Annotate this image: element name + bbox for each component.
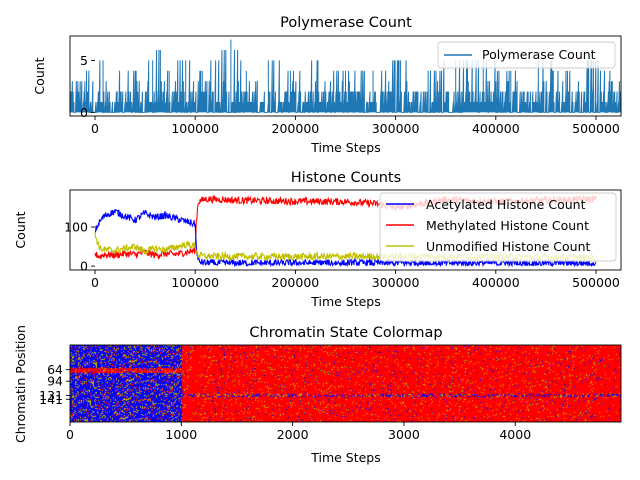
x-tick-label: 300000 xyxy=(372,121,420,136)
legend-label-methylated: Methylated Histone Count xyxy=(426,218,589,233)
chart-title: Chromatin State Colormap xyxy=(249,325,442,341)
x-axis-label: Time Steps xyxy=(310,140,381,155)
x-tick-label: 100000 xyxy=(171,275,219,290)
y-axis: 0 100 xyxy=(64,220,95,274)
legend-box xyxy=(437,41,616,69)
x-tick-label: 0 xyxy=(66,427,74,442)
y-tick-label: 100 xyxy=(64,220,88,235)
histone-chart: Histone Counts 0 100000 200000 300000 400000… xyxy=(13,170,622,309)
y-axis-label: Chromatin Position xyxy=(13,325,28,443)
x-tick-label: 4000 xyxy=(499,427,531,442)
series-line-polymerase xyxy=(69,39,622,113)
legend-label-unmodified: Unmodified Histone Count xyxy=(426,239,591,254)
y-axis-label: Count xyxy=(13,211,28,248)
x-tick-label: 400000 xyxy=(472,275,520,290)
y-tick-label: 0 xyxy=(80,259,88,274)
legend: Polymerase Count xyxy=(437,41,616,69)
plot-frame xyxy=(69,35,622,117)
heatmap-area xyxy=(70,345,621,422)
y-axis: 05 xyxy=(80,53,95,120)
x-axis-label: Time Steps xyxy=(310,294,381,309)
x-tick-label: 200000 xyxy=(272,121,320,136)
x-tick-label: 100000 xyxy=(171,121,219,136)
legend: Acetylated Histone Count Methylated Hist… xyxy=(379,192,617,262)
x-tick-label: 500000 xyxy=(572,275,620,290)
plot-frame xyxy=(69,344,622,423)
x-tick-label: 400000 xyxy=(472,121,520,136)
y-tick-label: 94 xyxy=(47,374,63,389)
x-axis-label: Time Steps xyxy=(310,450,381,465)
y-tick-label: 141 xyxy=(39,392,63,407)
polymerase-chart: Polymerase Count 0 100000 200000 300000 4000… xyxy=(32,15,622,155)
chromatin-colormap: Chromatin State Colormap 0 1000 2000 3000 40… xyxy=(13,325,622,465)
y-tick-label: 131 xyxy=(39,388,63,403)
chart-title: Polymerase Count xyxy=(280,15,412,31)
plot-frame xyxy=(69,189,622,271)
y-tick-label: 5 xyxy=(80,53,88,68)
x-tick-label: 2000 xyxy=(277,427,309,442)
x-tick-label: 3000 xyxy=(388,427,420,442)
plot-area xyxy=(69,39,622,113)
legend-label: Polymerase Count xyxy=(482,47,596,62)
legend-box xyxy=(379,192,617,262)
y-axis-label: Count xyxy=(32,57,47,94)
y-tick-label: 0 xyxy=(80,105,88,120)
chromatin-heatmap-image xyxy=(70,345,621,422)
x-tick-label: 0 xyxy=(91,275,99,290)
x-axis: 0 100000 200000 300000 400000 500000 xyxy=(91,270,620,290)
x-tick-label: 1000 xyxy=(165,427,197,442)
x-axis: 0 100000 200000 300000 400000 500000 xyxy=(91,116,620,136)
x-axis: 0 1000 2000 3000 4000 xyxy=(66,422,531,442)
x-tick-label: 200000 xyxy=(272,275,320,290)
x-tick-label: 0 xyxy=(91,121,99,136)
y-tick-label: 64 xyxy=(47,362,63,377)
legend-label-acetylated: Acetylated Histone Count xyxy=(426,197,586,212)
x-tick-label: 300000 xyxy=(372,275,420,290)
chart-title: Histone Counts xyxy=(291,170,401,186)
x-tick-label: 500000 xyxy=(572,121,620,136)
